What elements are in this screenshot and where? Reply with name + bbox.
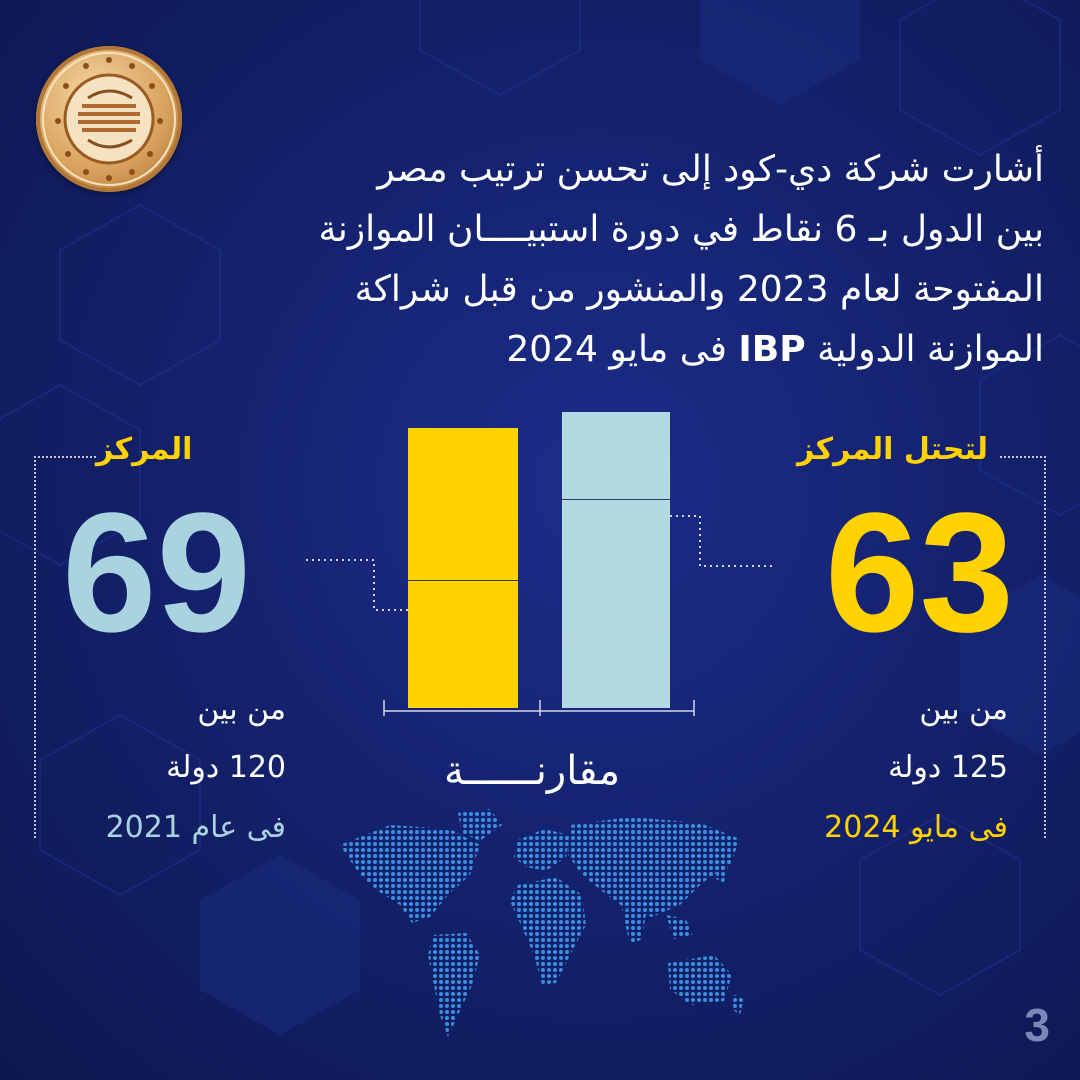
page-number: 3 — [1024, 999, 1050, 1051]
right-sub-countries: 125 دولة — [888, 750, 1008, 785]
headline-line-2: بين الدول بـ 6 نقاط في دورة استبيــــان … — [318, 209, 1044, 250]
bar-2024-rank-marker — [562, 499, 670, 501]
bar-2024 — [562, 412, 670, 708]
left-rank-number: 69 — [62, 478, 252, 668]
headline-text: أشارت شركة دي-كود إلى تحسن ترتيب مصر بين… — [184, 140, 1044, 380]
left-sub-countries: 120 دولة — [166, 750, 286, 785]
world-map-dots-icon — [340, 809, 744, 1037]
left-sub-among: من بين — [197, 692, 286, 727]
left-year: فى عام 2021 — [105, 810, 286, 845]
right-year: فى مايو 2024 — [824, 810, 1008, 845]
comparison-label: مقارنــــــة — [444, 748, 621, 794]
right-sub-among: من بين — [919, 692, 1008, 727]
right-rank-number: 63 — [824, 478, 1014, 668]
right-bracket-line — [1000, 456, 1046, 838]
headline-line-4b: فى مايو 2024 — [506, 329, 727, 370]
headline-line-4a: الموازنة الدولية — [817, 329, 1044, 370]
headline-line-1: أشارت شركة دي-كود إلى تحسن ترتيب مصر — [377, 149, 1044, 190]
ibp-acronym: IBP — [738, 329, 806, 370]
left-bracket-line — [34, 456, 96, 838]
left-rank-label: المركز — [96, 432, 193, 467]
ministry-seal-logo — [36, 46, 182, 192]
bar-2021-rank-marker — [408, 579, 518, 581]
headline-line-3: المفتوحة لعام 2023 والمنشور من قبل شراكة — [354, 269, 1044, 310]
bar-2021 — [408, 428, 518, 708]
right-rank-label: لتحتل المركز — [796, 432, 988, 467]
